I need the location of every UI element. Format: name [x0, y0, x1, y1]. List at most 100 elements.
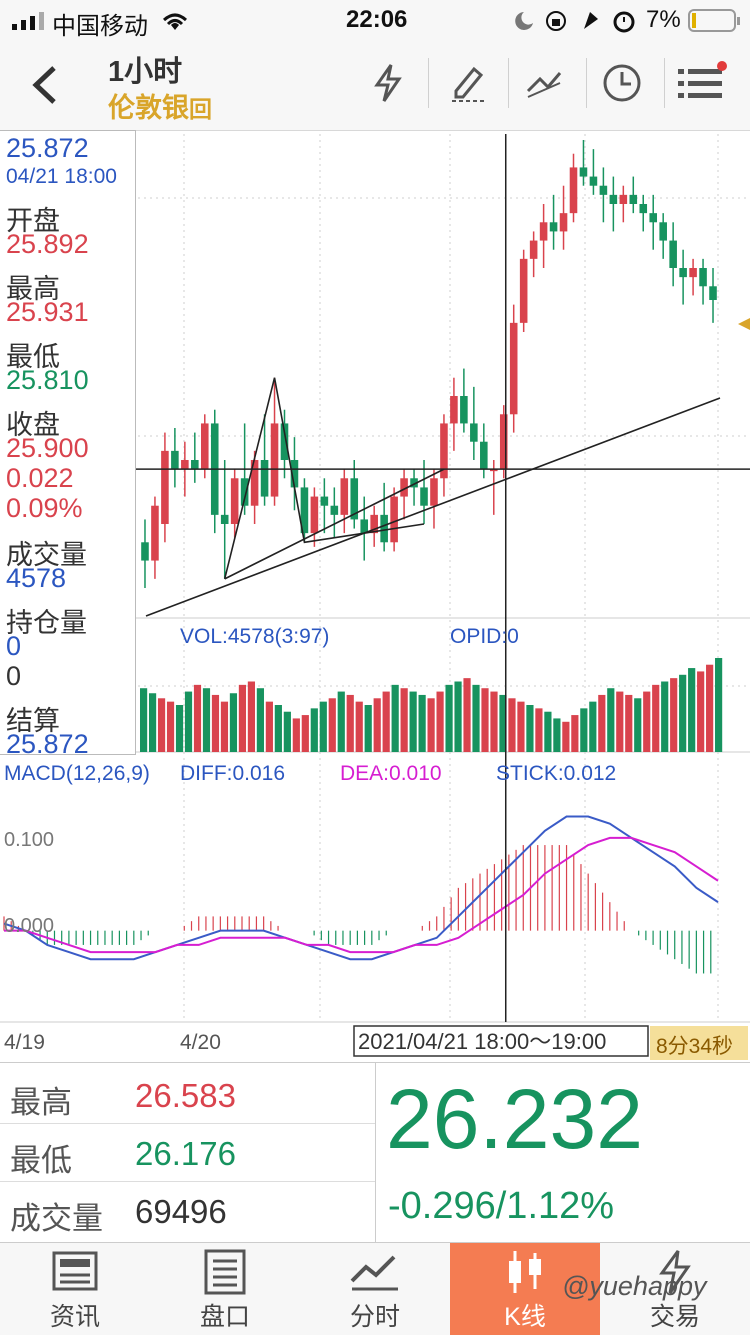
macd-stick-series: [3, 845, 712, 974]
candle-body: [340, 478, 349, 515]
volume-bar: [571, 715, 579, 752]
bottom-tab-bar: 资讯 盘口 分时 K线 交易 @yuehappy: [0, 1242, 750, 1335]
candle-body: [400, 478, 408, 497]
clock-icon[interactable]: [594, 58, 650, 108]
volume-bar: [256, 688, 264, 752]
watermark: @yuehappy: [562, 1271, 707, 1301]
candle-body: [470, 423, 478, 442]
last-price: 26.232: [386, 1072, 643, 1166]
candle-body: [230, 478, 239, 524]
battery-percent: 7%: [646, 6, 681, 33]
support-trendline: [145, 397, 721, 617]
time-label-2: 4/20: [180, 1031, 221, 1054]
candle-body: [181, 460, 189, 470]
volume-bar: [544, 711, 552, 752]
trendline-icon[interactable]: [516, 58, 572, 108]
info-high: 25.931: [6, 297, 89, 327]
clock-time: 22:06: [346, 6, 408, 33]
volume-bar: [481, 688, 489, 752]
opid-readout: OPID:0: [450, 625, 519, 648]
tab-kline[interactable]: K线: [450, 1243, 600, 1335]
volume-bar: [238, 684, 247, 752]
volume-series: [140, 658, 723, 752]
quote-panel: 最高 26.583 最低 26.176 成交量 69496 26.232 -0.…: [0, 1062, 750, 1243]
candle-body: [529, 240, 538, 259]
candle-body: [659, 222, 667, 241]
instrument-badge: 回: [189, 96, 212, 122]
quote-low: 26.176: [135, 1135, 236, 1172]
info-close-label: 收盘: [6, 410, 60, 440]
draw-pen-icon[interactable]: [440, 58, 496, 108]
macd-level-high: 0.100: [4, 829, 54, 851]
flash-icon[interactable]: [360, 58, 416, 108]
macd-diff-readout: DIFF:0.016: [180, 762, 285, 785]
volume-bar: [355, 701, 363, 752]
candle-body: [489, 469, 498, 472]
candle-body: [330, 505, 339, 515]
volume-bar: [229, 693, 238, 752]
candle-body: [499, 414, 508, 470]
candle-body: [410, 478, 418, 488]
volume-bar: [670, 678, 678, 752]
info-close: 25.900: [6, 433, 89, 463]
volume-bar: [265, 701, 273, 752]
info-low: 25.810: [6, 365, 89, 395]
volume-bar: [535, 708, 543, 752]
info-high-label: 最高: [6, 274, 60, 304]
candle-body: [679, 268, 687, 278]
candle-body: [290, 460, 299, 488]
back-icon[interactable]: [28, 64, 62, 106]
candle-body: [480, 441, 488, 470]
info-datetime: 04/21 18:00: [6, 165, 117, 188]
last-price-marker: [738, 318, 750, 330]
candle-body: [161, 450, 169, 524]
volume-bar: [427, 698, 435, 752]
candle-body: [450, 396, 458, 424]
trade-icon: [659, 1250, 691, 1294]
volume-bar: [616, 691, 624, 752]
candle-body: [240, 478, 249, 506]
volume-bar: [202, 688, 211, 752]
volume-bar: [454, 681, 462, 752]
instrument-label: 伦敦银: [108, 93, 189, 123]
tab-orderbook[interactable]: 盘口: [150, 1243, 300, 1335]
volume-bar: [148, 693, 157, 752]
menu-icon[interactable]: [674, 58, 730, 108]
candle-body: [300, 487, 309, 534]
tab-news[interactable]: 资讯: [0, 1243, 150, 1335]
candle-body: [669, 240, 677, 268]
vol-readout: VOL:4578(3:97): [180, 625, 329, 648]
candle-body: [589, 176, 598, 186]
time-label-1: 4/19: [4, 1031, 45, 1054]
candle-body: [699, 268, 707, 287]
header-divider: [508, 58, 509, 108]
header-divider: [428, 58, 429, 108]
candle-body: [609, 194, 618, 204]
candle-body: [430, 478, 438, 506]
period-title[interactable]: 1小时: [108, 56, 183, 88]
info-settle: 25.872: [6, 729, 89, 759]
volume-bar: [418, 694, 426, 752]
header-divider: [664, 58, 665, 108]
info-open: 25.892: [6, 229, 89, 259]
volume-bar: [472, 684, 480, 752]
candle-body: [689, 268, 697, 278]
volume-bar: [409, 691, 417, 752]
volume-bar: [553, 718, 561, 752]
signal-icon: [12, 12, 44, 30]
volume-bar: [292, 718, 300, 752]
tab-news-label: 资讯: [49, 1303, 100, 1331]
instrument-name[interactable]: 伦敦银回: [108, 86, 212, 125]
candle-body: [629, 194, 638, 204]
info-oi-change: 0: [6, 661, 22, 691]
volume-bar: [436, 691, 444, 752]
candle-body: [360, 519, 369, 534]
tab-timeshare[interactable]: 分时: [300, 1243, 450, 1335]
candle-body: [200, 423, 209, 470]
tab-trade[interactable]: 交易: [600, 1243, 750, 1335]
candle-body: [141, 542, 149, 561]
quote-high-label: 最高: [10, 1085, 72, 1120]
volume-bar: [580, 708, 588, 752]
candle-body: [220, 514, 229, 524]
info-settle-label: 结算: [6, 706, 60, 736]
